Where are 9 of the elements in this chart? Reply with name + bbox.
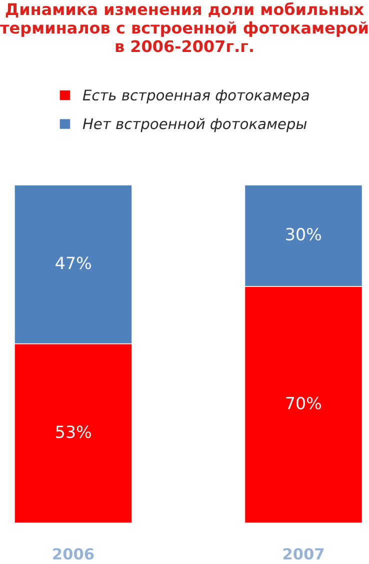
legend-label: Есть встроенная фотокамера — [82, 90, 309, 104]
data-label: 53% — [56, 426, 91, 438]
data-label: 47% — [56, 256, 91, 270]
legend-label: Нет встроенной фотокамеры — [82, 118, 307, 132]
x-tick-label: 2007 — [283, 548, 324, 560]
data-label: 70% — [286, 396, 321, 410]
chart-title: Динамика изменения доли мобильных терминалов с встроенной фотокамерой в 2006-2007г.г. — [0, 2, 368, 52]
data-label: 30% — [286, 228, 321, 241]
x-tick-label: 2006 — [53, 548, 94, 560]
